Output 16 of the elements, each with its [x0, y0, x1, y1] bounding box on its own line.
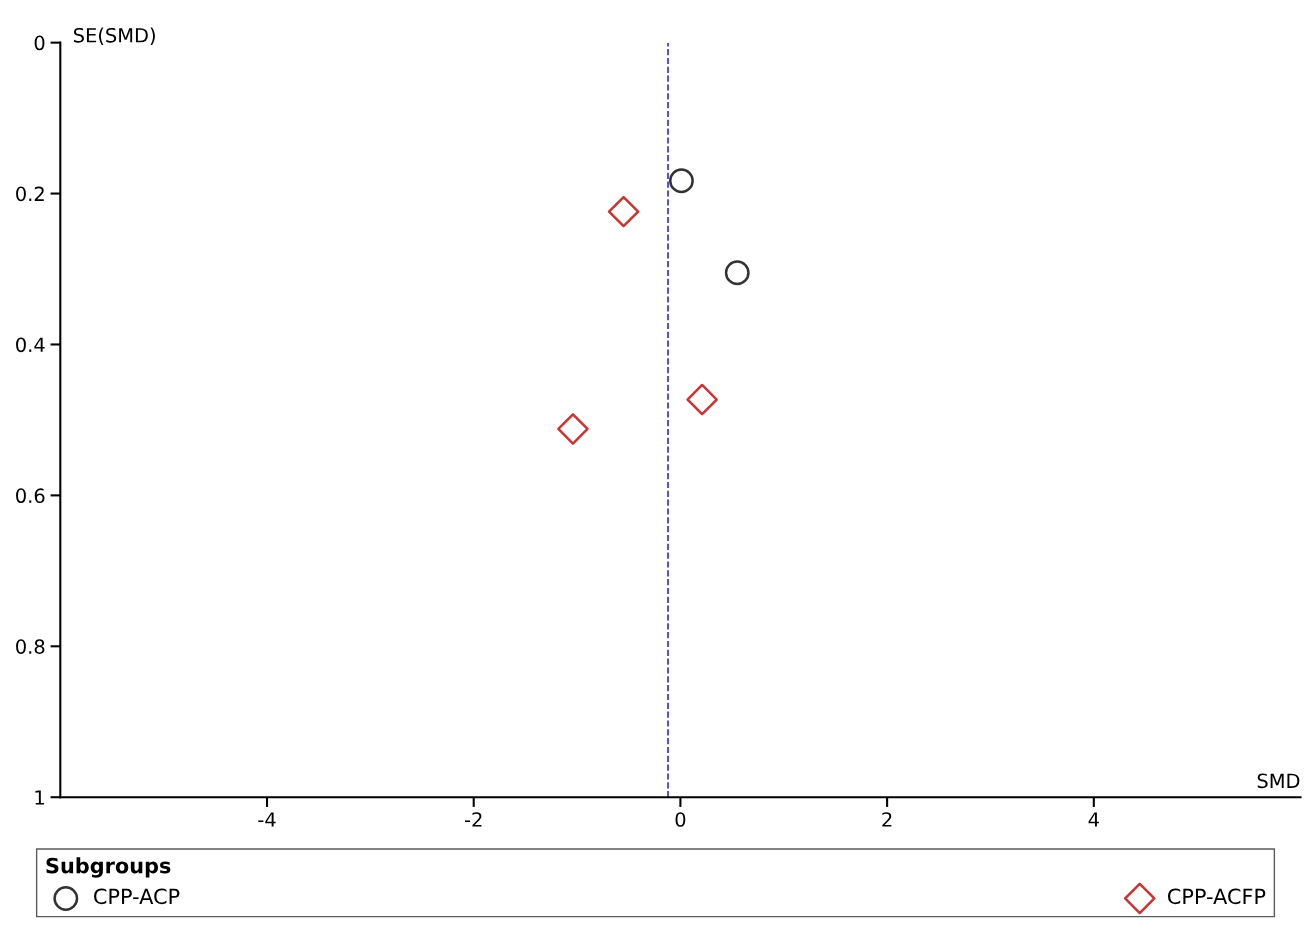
y-tick-label: 0	[34, 35, 45, 51]
y-tick-label: 0.6	[16, 488, 45, 504]
y-tick-label: 1	[35, 790, 44, 805]
x-axis-title: SMD	[1257, 773, 1300, 789]
legend-label: CPP-ACFP	[1167, 888, 1266, 905]
x-tick-label: -4	[258, 812, 276, 827]
legend-title: Subgroups	[46, 857, 171, 878]
y-axis-title: SE(SMD)	[73, 27, 155, 45]
legend-label: CPP-ACP	[94, 888, 180, 905]
x-tick-label: 4	[1088, 812, 1099, 827]
x-tick-label: 2	[882, 812, 892, 827]
x-tick-label: -2	[464, 812, 482, 827]
x-tick-label: 0	[675, 812, 686, 827]
y-tick-label: 0.4	[16, 337, 45, 353]
y-tick-label: 0.8	[16, 639, 45, 654]
y-tick-label: 0.2	[16, 186, 44, 202]
